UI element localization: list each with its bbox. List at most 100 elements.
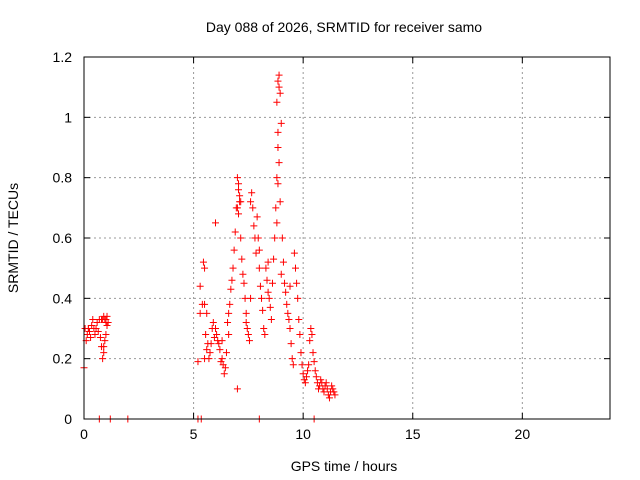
data-point xyxy=(262,264,270,272)
data-point xyxy=(201,264,209,272)
data-point xyxy=(242,318,250,326)
plot-frame xyxy=(83,56,611,420)
y-tick-label: 0.2 xyxy=(53,351,73,367)
data-point xyxy=(307,325,315,332)
y-tick-label: 1 xyxy=(64,109,72,125)
data-point xyxy=(233,204,241,212)
data-point xyxy=(203,309,211,317)
data-point xyxy=(266,303,274,311)
data-point xyxy=(281,279,289,287)
data-point xyxy=(294,294,302,302)
y-tick-label: 0.6 xyxy=(53,230,73,246)
data-point xyxy=(255,246,263,254)
data-point xyxy=(255,264,263,272)
data-point xyxy=(258,294,266,302)
data-point xyxy=(289,361,297,369)
data-point xyxy=(225,331,233,339)
data-point xyxy=(213,331,221,339)
data-point xyxy=(236,192,244,200)
data-point xyxy=(260,325,268,332)
data-point xyxy=(84,325,92,332)
data-point xyxy=(220,370,228,378)
data-point xyxy=(259,306,267,314)
data-point xyxy=(243,325,251,332)
data-point xyxy=(212,325,219,332)
data-point xyxy=(227,285,235,293)
x-tick-label: 10 xyxy=(295,426,311,442)
data-point xyxy=(290,249,298,257)
x-tick-label: 15 xyxy=(405,426,421,442)
data-point xyxy=(233,174,241,182)
data-point xyxy=(298,361,306,369)
data-point xyxy=(305,361,313,369)
data-point xyxy=(248,189,256,197)
data-point xyxy=(261,331,269,339)
data-point xyxy=(312,373,320,381)
data-point xyxy=(253,213,261,221)
data-point xyxy=(309,349,317,357)
data-point xyxy=(279,258,287,266)
data-point xyxy=(284,309,292,317)
data-point xyxy=(308,331,316,339)
data-point xyxy=(201,300,209,308)
data-point xyxy=(215,340,223,348)
data-point xyxy=(277,270,285,278)
data-point xyxy=(85,328,93,336)
data-point xyxy=(254,234,262,242)
data-point xyxy=(228,276,236,284)
data-point xyxy=(102,318,110,326)
data-point xyxy=(237,234,245,242)
data-point xyxy=(87,334,95,342)
data-point xyxy=(325,394,333,402)
data-point xyxy=(196,282,204,290)
y-tick-label: 0 xyxy=(64,411,72,427)
data-point xyxy=(101,337,109,345)
data-point xyxy=(100,343,108,351)
data-point xyxy=(268,279,276,287)
y-tick-label: 0.8 xyxy=(53,170,73,186)
data-point xyxy=(102,331,110,339)
data-point xyxy=(299,370,307,378)
data-point xyxy=(264,288,272,296)
data-point xyxy=(296,331,304,339)
data-point xyxy=(233,385,241,393)
data-point xyxy=(224,318,232,326)
data-point xyxy=(249,204,257,212)
data-point xyxy=(231,228,239,236)
data-point xyxy=(328,382,336,390)
data-point xyxy=(207,340,215,348)
data-point xyxy=(225,309,233,317)
x-tick-label: 0 xyxy=(80,426,88,442)
data-point xyxy=(264,258,272,266)
data-point xyxy=(274,128,282,136)
data-point xyxy=(287,340,295,348)
data-point xyxy=(89,315,97,323)
data-point xyxy=(320,388,328,396)
data-point xyxy=(216,346,224,354)
data-point xyxy=(301,379,309,387)
data-point xyxy=(222,349,230,357)
data-point xyxy=(276,198,284,206)
y-tick-label: 0.4 xyxy=(53,290,73,306)
data-point xyxy=(100,312,108,320)
data-point xyxy=(218,355,226,363)
data-point xyxy=(275,159,283,167)
data-point xyxy=(229,264,237,272)
data-point xyxy=(96,334,104,342)
data-point xyxy=(235,210,243,218)
data-point xyxy=(295,315,303,323)
data-point xyxy=(270,255,278,263)
data-point xyxy=(212,219,219,227)
data-point xyxy=(283,300,291,308)
data-point xyxy=(267,315,275,323)
data-point xyxy=(273,174,281,182)
data-point xyxy=(285,315,293,323)
data-point xyxy=(306,337,314,345)
data-point xyxy=(322,379,330,387)
data-point xyxy=(230,246,238,254)
data-point xyxy=(199,258,207,266)
data-point xyxy=(265,294,273,302)
data-point xyxy=(209,318,217,326)
data-point xyxy=(100,349,108,357)
